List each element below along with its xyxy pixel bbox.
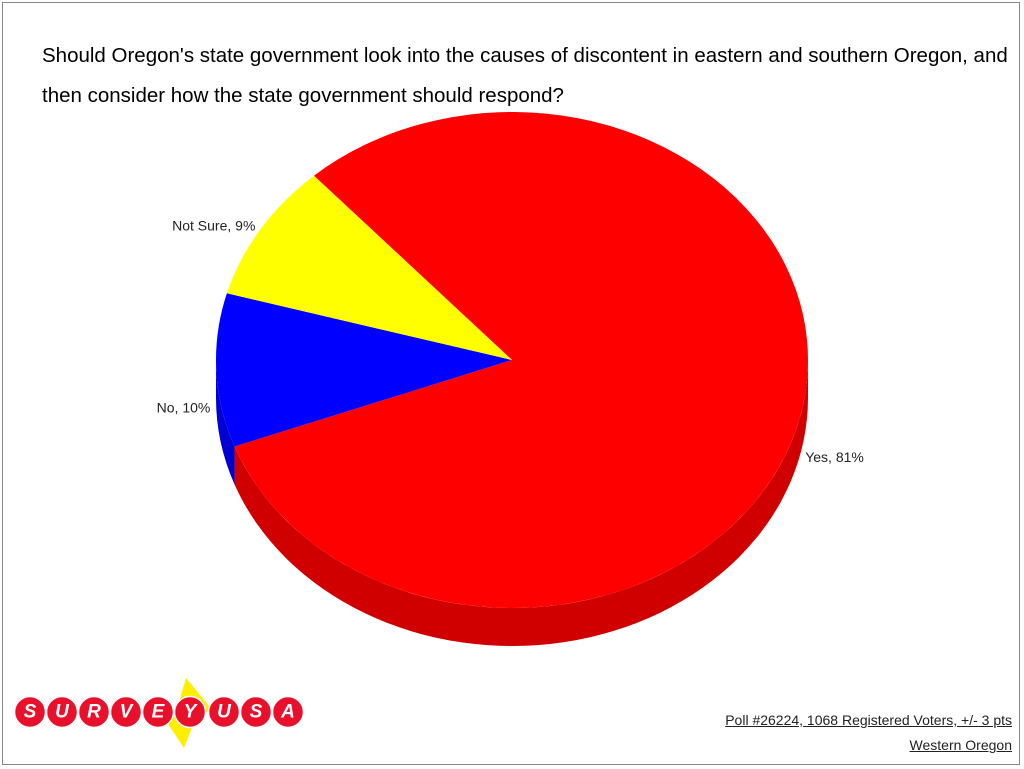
logo-circle	[77, 695, 111, 729]
logo-circle	[141, 695, 175, 729]
logo-letter: U	[217, 702, 232, 723]
logo-circle	[207, 695, 241, 729]
pie-side	[216, 360, 235, 485]
logo-letter: E	[152, 702, 166, 723]
pie-side	[234, 360, 809, 647]
pie-slice	[234, 112, 809, 609]
logo-letter: S	[250, 702, 263, 723]
logo-letter: A	[280, 702, 295, 723]
poll-info: Poll #26224, 1068 Registered Voters, +/-…	[725, 712, 1012, 728]
logo-letter: U	[55, 702, 70, 723]
logo-circle	[239, 695, 273, 729]
region: Western Oregon	[909, 737, 1012, 753]
data-label: Not Sure, 9%	[172, 217, 255, 233]
chart-title: Should Oregon's state government look in…	[42, 44, 1008, 107]
logo-letter: Y	[184, 702, 199, 723]
logo-circle	[13, 695, 47, 729]
pie-slice	[226, 175, 513, 360]
logo-circle	[271, 695, 305, 729]
logo-letter: S	[24, 702, 37, 723]
logo-circle	[109, 695, 143, 729]
logo-circle	[45, 695, 79, 729]
logo-circle	[173, 695, 207, 729]
pie-slice	[216, 293, 512, 447]
data-label: Yes, 81%	[805, 449, 864, 465]
logo-letter: V	[120, 702, 134, 723]
data-label: No, 10%	[157, 399, 211, 415]
logo-letter: R	[87, 702, 101, 723]
